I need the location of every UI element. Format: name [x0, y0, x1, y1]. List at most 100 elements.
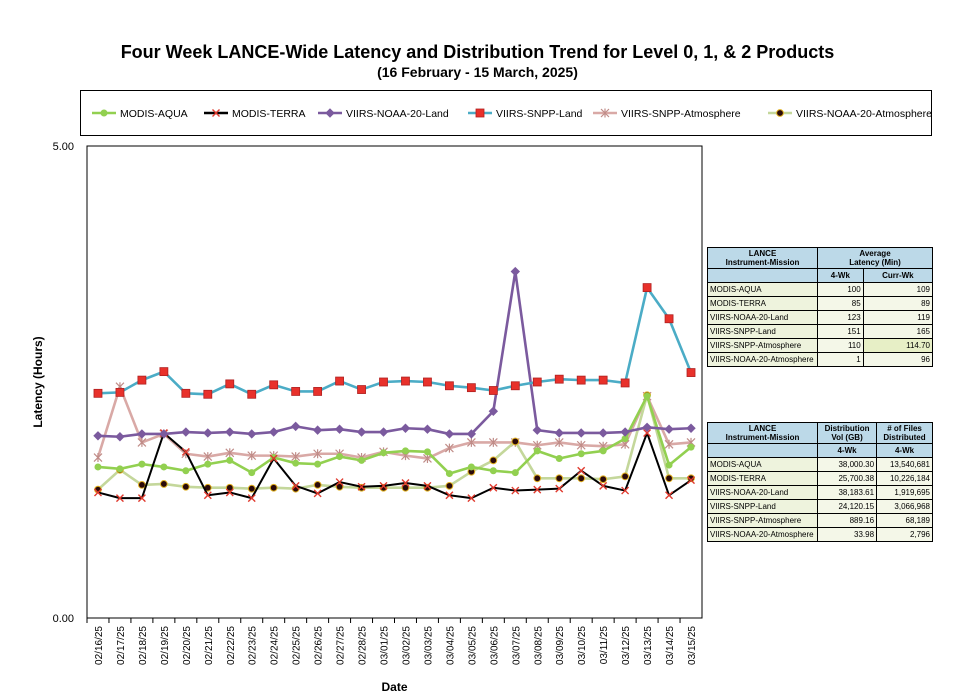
data-point [488, 437, 498, 447]
data-point [247, 429, 257, 439]
data-point [335, 478, 344, 487]
distribution-table-row: VIIRS-NOAA-20-Atmosphere 33.98 2,796 [707, 527, 933, 542]
data-point [533, 485, 542, 494]
x-tick-label: 03/09/25 [555, 626, 566, 665]
data-point [488, 386, 498, 395]
latency-row-4wk: 110 [817, 338, 864, 353]
data-point [203, 428, 213, 438]
data-point [203, 491, 212, 500]
data-point [686, 423, 696, 433]
x-tick-label: 03/06/25 [489, 626, 500, 665]
data-point [467, 494, 476, 503]
latency-row-currwk: 96 [862, 352, 934, 367]
dist-row-mission: VIIRS-SNPP-Land [707, 499, 818, 514]
data-point [445, 470, 453, 478]
data-point [642, 283, 652, 293]
data-point [686, 368, 696, 377]
latency-table-row: MODIS-TERRA 85 89 [707, 296, 934, 311]
legend-marker [600, 108, 610, 118]
x-tick-label: 03/08/25 [533, 626, 544, 665]
data-point [94, 463, 102, 471]
x-tick-label: 02/26/25 [314, 626, 325, 665]
data-point [225, 488, 234, 497]
data-point [159, 480, 168, 488]
x-tick-label: 03/11/25 [599, 626, 610, 665]
dist-row-files: 1,919,695 [876, 485, 933, 500]
data-point [291, 481, 300, 490]
latency-row-mission: VIIRS-NOAA-20-Land [707, 310, 818, 325]
x-tick-label: 02/23/25 [248, 626, 259, 665]
data-point [379, 481, 388, 490]
data-point [511, 469, 519, 477]
data-point [577, 450, 585, 458]
dist-row-files: 10,226,184 [876, 471, 933, 486]
data-point [598, 428, 608, 438]
data-point [181, 482, 190, 491]
x-tick-label: 02/17/25 [116, 626, 127, 665]
data-point [181, 447, 190, 456]
data-point [159, 429, 169, 439]
data-point [665, 491, 674, 500]
legend-marker [212, 109, 220, 117]
x-tick-label: 02/19/25 [160, 626, 171, 665]
data-point [138, 480, 146, 489]
data-point [313, 480, 322, 489]
x-tick-label: 02/18/25 [138, 626, 149, 665]
x-tick-label: 02/21/25 [204, 626, 215, 665]
data-point [291, 387, 301, 396]
x-tick-label: 03/13/25 [643, 626, 654, 665]
data-point [292, 459, 300, 467]
dist-row-files: 2,796 [876, 527, 933, 542]
series-line [96, 385, 692, 460]
data-point [313, 449, 323, 459]
data-point [444, 429, 455, 439]
legend-label: VIIRS-SNPP-Atmosphere [621, 108, 741, 120]
data-point [247, 484, 256, 493]
chart-subtitle: (16 February - 15 March, 2025) [377, 64, 578, 80]
dist-row-vol: 38,000.30 [816, 457, 878, 472]
data-point [159, 367, 169, 377]
data-point [555, 474, 564, 483]
series-line [97, 393, 692, 491]
data-point [181, 388, 191, 398]
latency-table: LANCE Instrument-Mission Average Latency… [707, 247, 934, 367]
data-point [533, 447, 541, 455]
data-point [445, 481, 454, 490]
data-point [555, 454, 563, 462]
dist-row-vol: 33.98 [816, 527, 878, 542]
legend-label: VIIRS-NOAA-20-Atmosphere [796, 108, 932, 120]
dist-row-files: 13,540,681 [876, 457, 933, 472]
data-point [203, 452, 213, 462]
data-point [577, 474, 586, 483]
data-point [248, 469, 256, 477]
data-point [336, 453, 344, 461]
data-point [93, 431, 103, 441]
dist-header-vol: Distribution Vol (GB) [816, 422, 878, 444]
data-point [664, 439, 674, 449]
data-point [313, 387, 323, 396]
series-line [97, 431, 692, 500]
x-tick-label: 02/25/25 [292, 626, 303, 665]
distribution-table-row: MODIS-TERRA 25,700.38 10,226,184 [707, 471, 933, 486]
x-tick-label: 02/28/25 [358, 626, 369, 665]
latency-row-mission: MODIS-TERRA [707, 296, 818, 311]
legend-label: MODIS-AQUA [120, 108, 188, 120]
latency-row-mission: MODIS-AQUA [707, 282, 818, 297]
data-point [247, 389, 257, 399]
data-point [489, 456, 498, 465]
data-point [116, 465, 124, 473]
data-point [621, 472, 630, 481]
data-point [181, 427, 191, 437]
dist-col-files-4wk: 4-Wk [876, 443, 933, 458]
data-point [356, 427, 367, 437]
data-point [401, 376, 410, 386]
latency-row-4wk: 151 [817, 324, 864, 339]
data-point [444, 443, 454, 453]
data-point [576, 440, 586, 450]
latency-header-mission: LANCE Instrument-Mission [707, 247, 818, 269]
data-point [467, 463, 475, 471]
data-point [335, 376, 344, 386]
x-tick-label: 03/14/25 [665, 626, 676, 665]
data-point [687, 443, 695, 451]
data-point [291, 452, 301, 462]
